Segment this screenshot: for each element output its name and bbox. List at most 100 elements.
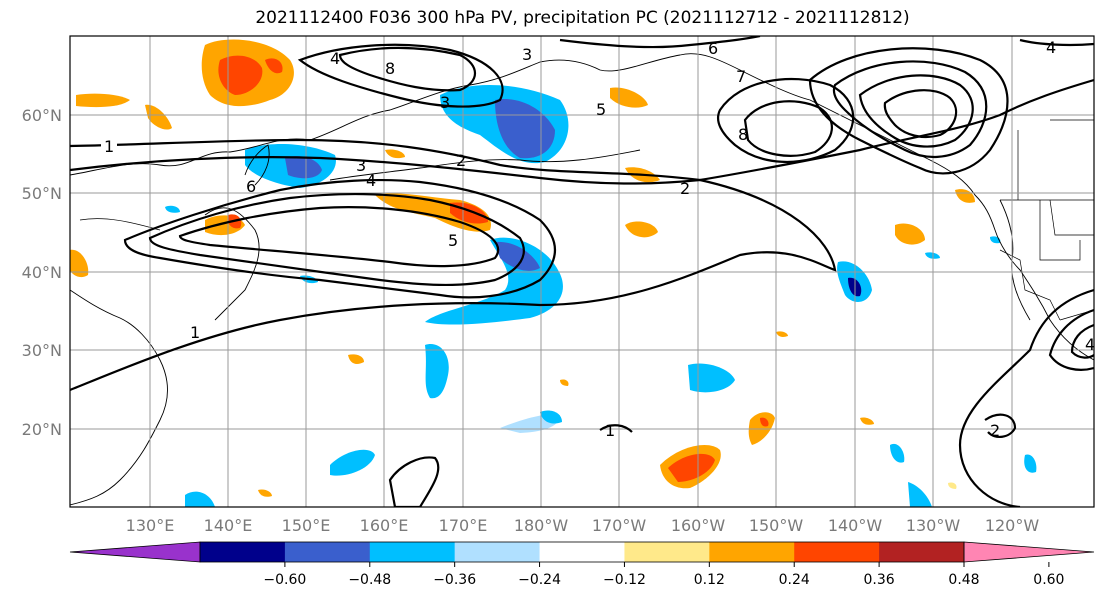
precip-pos-region xyxy=(860,417,874,425)
colorbar-segment xyxy=(539,542,625,562)
colorbar-extension-low xyxy=(69,541,201,563)
lon-label: 170°E xyxy=(439,516,488,535)
lon-label: 150°E xyxy=(282,516,331,535)
contour-label: 2 xyxy=(990,421,1000,440)
coastline-aleutians xyxy=(329,149,641,181)
lat-label: 50°N xyxy=(22,184,62,203)
contour-label: 3 xyxy=(440,93,450,112)
contour-label: 4 xyxy=(330,49,340,68)
pv-contour-4 xyxy=(148,192,525,287)
lon-label: 130°E xyxy=(126,516,175,535)
precip-pos-region xyxy=(265,58,283,74)
precip-pos-region xyxy=(258,489,272,497)
colorbar-segment xyxy=(794,542,880,562)
colorbar-segment xyxy=(200,542,286,562)
lat-label: 60°N xyxy=(22,106,62,125)
colorbar-tick-label: 0.48 xyxy=(948,572,979,588)
lon-label: 150°W xyxy=(749,516,804,535)
precip-pos-region xyxy=(760,417,769,427)
contour-labels: 1 1 2 2 3 3 4 4 5 6 6 7 8 8 1 2 4 5 3 4 xyxy=(101,38,1095,440)
colorbar-tick-label: −0.24 xyxy=(518,572,561,588)
precip-neg-region xyxy=(495,99,555,159)
precip-neg-region xyxy=(185,491,215,507)
colorbar-segment xyxy=(879,542,965,562)
precip-shading xyxy=(70,39,1037,507)
colorbar-tick-label: 0.36 xyxy=(864,572,895,588)
pv-contour-13 xyxy=(883,89,958,139)
precip-pos-region xyxy=(348,354,364,364)
pv-contour-9 xyxy=(743,100,833,157)
precip-neg-region xyxy=(495,241,540,271)
contour-label: 7 xyxy=(736,67,746,86)
colorbar-tick-label: 0.60 xyxy=(1033,572,1064,588)
precip-pos-region xyxy=(218,55,263,95)
colorbar-segment xyxy=(454,542,541,562)
coastline xyxy=(70,289,168,506)
contour-label: 3 xyxy=(522,45,532,64)
lon-label: 120°W xyxy=(985,516,1040,535)
precip-pos-region xyxy=(560,379,569,386)
colorbar-tick-label: 0.24 xyxy=(779,572,810,588)
lat-label: 20°N xyxy=(22,420,62,439)
precip-pos-region xyxy=(948,482,957,489)
precip-neg-region xyxy=(425,344,449,399)
pv-contour-21 xyxy=(1019,38,1094,47)
precip-pos-region xyxy=(776,331,788,337)
precip-pos-region xyxy=(70,249,89,278)
map-frame xyxy=(69,35,1095,508)
colorbar-extension-high xyxy=(963,541,1095,563)
pv-contour-5 xyxy=(178,206,500,268)
colorbar-tick-label: −0.36 xyxy=(433,572,476,588)
contour-label: 5 xyxy=(448,231,458,250)
pv-contour-7 xyxy=(338,46,477,92)
precip-neg-region xyxy=(540,410,562,424)
contour-label: 8 xyxy=(738,125,748,144)
contour-label: 1 xyxy=(104,137,114,156)
contour-label: 6 xyxy=(246,177,256,196)
contour-label: 8 xyxy=(385,59,395,78)
colorbar-segment xyxy=(624,542,710,562)
lon-label: 160°E xyxy=(360,516,409,535)
contour-label: 1 xyxy=(190,323,200,342)
colorbar-segment xyxy=(369,542,456,562)
precip-neg-region xyxy=(165,205,180,213)
precip-neg-region xyxy=(890,443,905,463)
lat-label: 30°N xyxy=(22,341,62,360)
pv-contour-10 xyxy=(808,47,1009,175)
colorbar-tick-label: −0.60 xyxy=(263,572,306,588)
pv-contour-19 xyxy=(599,424,633,433)
precip-neg-region xyxy=(908,482,932,507)
colorbar-tick-label: −0.48 xyxy=(348,572,391,588)
pv-contour-6 xyxy=(297,43,504,108)
pv-contour-1 xyxy=(70,138,837,392)
colorbar-segment xyxy=(709,542,795,562)
pv-contour-17 xyxy=(984,413,1017,438)
precip-neg-region xyxy=(330,449,375,476)
precip-pos-region xyxy=(76,93,130,108)
pv-contour-8 xyxy=(717,77,855,164)
border-line xyxy=(999,249,1061,321)
colorbar: −0.60 −0.48 −0.36 −0.24 −0.12 0.12 0.24 0.36 0.4… xyxy=(69,541,1095,588)
precip-pos-region xyxy=(895,223,925,245)
contour-label: 5 xyxy=(596,100,606,119)
contour-label: 4 xyxy=(1046,38,1056,57)
border-line xyxy=(1039,200,1081,261)
contour-label: 4 xyxy=(1085,335,1095,354)
pv-contour-12 xyxy=(858,74,974,148)
contour-label: 6 xyxy=(708,39,718,58)
contour-label: 3 xyxy=(356,156,366,175)
coastline-kamchatka xyxy=(244,144,270,186)
border-line xyxy=(1049,199,1094,236)
pv-contour-14 xyxy=(958,288,1094,507)
longitude-labels: 130°E 140°E 150°E 160°E 170°E 180°W 170°… xyxy=(126,516,1040,535)
lon-label: 140°E xyxy=(204,516,253,535)
lon-label: 160°W xyxy=(671,516,726,535)
precip-neg-region xyxy=(285,156,322,179)
colorbar-segment xyxy=(284,542,371,562)
precip-pos-region xyxy=(625,221,658,238)
lon-label: 130°W xyxy=(906,516,961,535)
lat-label: 40°N xyxy=(22,263,62,282)
lon-label: 170°W xyxy=(592,516,647,535)
graticule xyxy=(70,36,1094,507)
